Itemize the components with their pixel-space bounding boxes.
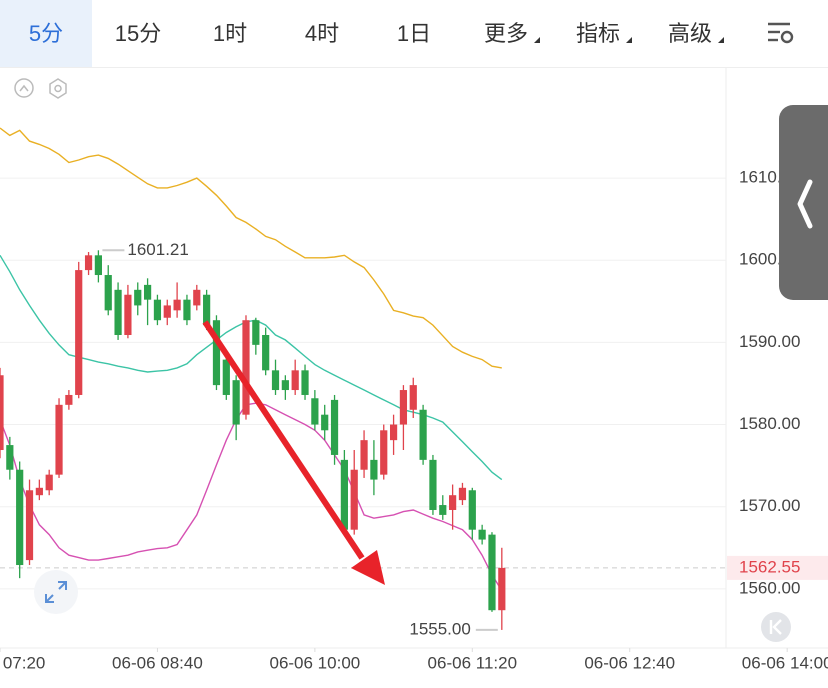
candle-body	[478, 529, 486, 540]
candle-body	[311, 398, 319, 425]
reset-button[interactable]	[761, 612, 791, 642]
x-tick-label: 06-06 10:00	[269, 653, 360, 672]
candle-body	[16, 469, 24, 566]
y-tick-label: 1560.00	[739, 578, 800, 597]
candle-body	[321, 414, 329, 431]
candle-body	[281, 380, 289, 391]
y-tick-label: 1590.00	[739, 332, 800, 351]
candle-body	[6, 445, 14, 470]
candle-body	[153, 299, 162, 321]
x-tick-label: 06-06 07:20	[0, 653, 45, 672]
indicator-line	[0, 402, 503, 591]
candle-body	[163, 305, 171, 318]
candle-body	[143, 284, 152, 300]
candle-body	[488, 534, 496, 611]
candle-body	[330, 399, 339, 455]
x-tick-label: 06-06 08:40	[112, 653, 203, 672]
candle-body	[252, 320, 260, 345]
timeframe-tab[interactable]: 更多	[460, 0, 552, 67]
candle-body	[0, 375, 4, 451]
candle-body	[449, 495, 457, 510]
candle-body	[350, 469, 358, 530]
timeframe-tab[interactable]: 高级	[644, 0, 736, 67]
candle-body	[498, 567, 506, 611]
timeframe-tab[interactable]: 指标	[552, 0, 644, 67]
indicator-icons[interactable]	[14, 78, 67, 99]
expand-button[interactable]	[34, 570, 78, 614]
candle-body	[468, 490, 476, 530]
toolbar-icon[interactable]	[768, 22, 794, 44]
candle-body	[84, 255, 93, 271]
candle-body	[173, 299, 181, 311]
candle-body	[134, 289, 142, 306]
candle-body	[271, 370, 280, 391]
candle-body	[124, 294, 132, 335]
trend-arrow	[202, 320, 385, 585]
candle-body	[399, 390, 408, 425]
timeframe-tab[interactable]: 4时	[304, 21, 340, 46]
timeframe-tab[interactable]: 15分	[114, 21, 162, 46]
candle-body	[409, 385, 417, 410]
candle-body	[222, 359, 230, 395]
labels: 1560.001570.001580.001590.001600.001610.…	[0, 168, 828, 672]
candle-body	[439, 505, 447, 515]
toolbar: 5分 15分 1时 4时 1日 更多 指标 高级	[0, 0, 828, 68]
candle-body	[458, 487, 467, 501]
candle-body	[55, 404, 63, 475]
candle-body	[114, 289, 122, 335]
candle-body	[360, 440, 368, 470]
y-tick-label: 1580.00	[739, 414, 800, 433]
indicator-line	[0, 127, 502, 369]
candle-body	[242, 320, 250, 415]
plot	[0, 127, 506, 630]
extreme-label: 1601.21	[127, 240, 188, 259]
candle-body	[25, 490, 34, 561]
candle-body	[389, 424, 398, 441]
x-tick-label: 06-06 14:00	[742, 653, 828, 672]
candle-body	[183, 299, 191, 321]
x-tick-label: 06-06 12:40	[584, 653, 675, 672]
candle-body	[291, 370, 299, 391]
extreme-label: 1555.00	[409, 619, 470, 638]
candle-body	[193, 289, 201, 306]
candle-body	[104, 275, 112, 311]
candle-body	[45, 474, 53, 491]
x-tick-label: 06-06 11:20	[428, 653, 517, 672]
last-price-label: 1562.55	[739, 557, 800, 576]
last-price-box	[727, 555, 828, 580]
candle-body	[301, 370, 309, 395]
timeframe-tab[interactable]: 1日	[396, 21, 432, 46]
y-tick-label: 1570.00	[739, 496, 800, 515]
side-panel-toggle[interactable]	[779, 105, 828, 300]
candle-body	[212, 320, 221, 386]
candle-body	[232, 380, 240, 425]
candle-body	[380, 430, 388, 475]
candle-body	[340, 459, 348, 530]
candle-body	[75, 270, 83, 395]
candle-body	[370, 459, 378, 480]
candle-body	[94, 255, 102, 276]
indicator-line	[0, 254, 503, 481]
candle-body	[35, 487, 43, 496]
candle-body	[429, 459, 437, 510]
timeframe-tab[interactable]: 5分	[0, 0, 92, 67]
candle-body	[65, 394, 73, 405]
candle-body	[203, 294, 211, 326]
candle-body	[262, 334, 270, 371]
timeframe-tab[interactable]: 1时	[212, 21, 248, 46]
candle-body	[419, 409, 427, 460]
